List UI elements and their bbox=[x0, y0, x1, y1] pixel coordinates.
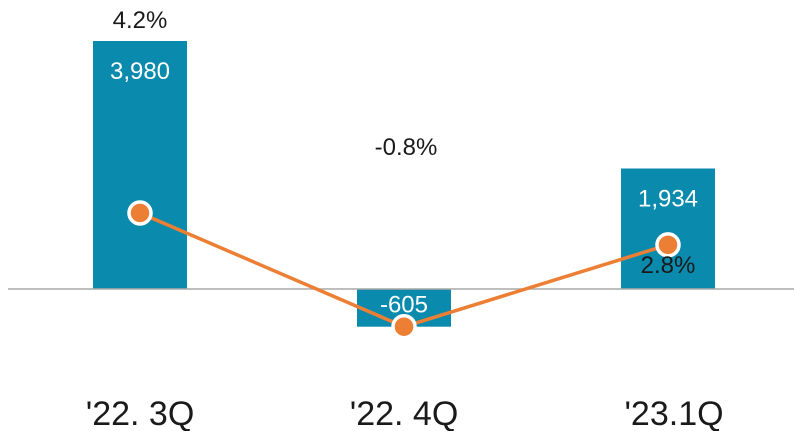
label-layer: 3,980 -605 1,934 4.2% -0.8% 2.8% '22. 3Q '22. 4… bbox=[86, 7, 724, 431]
category-label-1: '22. 3Q bbox=[86, 395, 195, 431]
bar-value-label-1: 3,980 bbox=[110, 58, 170, 85]
bar-3 bbox=[621, 168, 715, 289]
percent-label-3: 2.8% bbox=[641, 252, 696, 279]
line-point-1 bbox=[127, 200, 153, 226]
bar-value-label-2: -605 bbox=[380, 292, 428, 319]
category-label-3: '23.1Q bbox=[624, 395, 723, 431]
percent-label-1: 4.2% bbox=[113, 7, 168, 34]
bar-value-label-3: 1,934 bbox=[638, 185, 698, 212]
percent-label-2: -0.8% bbox=[375, 134, 438, 161]
bar-1 bbox=[93, 41, 187, 289]
line-point-2 bbox=[391, 313, 417, 340]
line-point-3 bbox=[655, 232, 681, 258]
line-layer bbox=[127, 200, 681, 340]
bar-layer bbox=[93, 41, 715, 327]
category-label-2: '22. 4Q bbox=[350, 395, 459, 431]
